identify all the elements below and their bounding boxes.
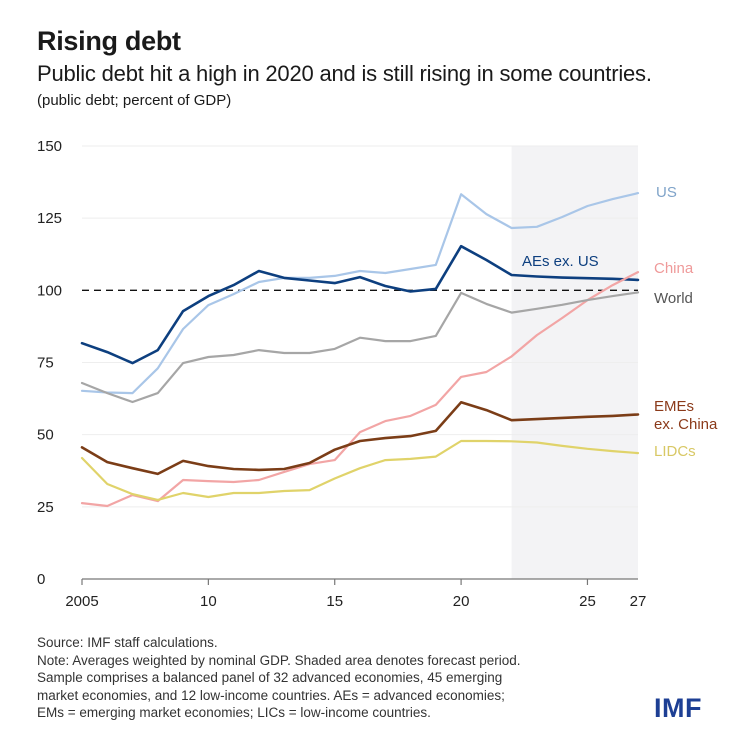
series-line-us: [80, 192, 640, 395]
y-tick-label: 75: [37, 355, 54, 372]
y-tick-label: 125: [37, 210, 62, 227]
x-tick-label: 2005: [65, 593, 98, 610]
chart-subtitle: Public debt hit a high in 2020 and is st…: [37, 61, 652, 86]
note-line: Sample comprises a balanced panel of 32 …: [37, 670, 503, 685]
chart-title: Rising debt: [37, 26, 181, 56]
series-line-china: [80, 271, 640, 508]
note-line: market economies, and 12 low-income coun…: [37, 687, 505, 703]
note-line: Note: Averages weighted by nominal GDP. …: [37, 652, 521, 668]
series-label-emes-ex-china: EMEs ex. China: [654, 398, 718, 433]
note-source: Source: IMF staff calculations.: [37, 635, 218, 650]
note-line: EMs = emerging market economies; LICs = …: [37, 705, 431, 720]
series-label-world: World: [654, 290, 693, 307]
series-line-emes-ex-china: [80, 400, 640, 476]
x-tick-label: 25: [579, 593, 596, 610]
series-line-world: [80, 291, 640, 404]
y-tick-label: 150: [37, 138, 62, 155]
series-line-aes-ex-us: [80, 244, 640, 365]
line-chart: 0 25 50 75 100 125 150 2005 10 15 20 25 27 US AEs ex.…: [37, 138, 718, 610]
chart-units: (public debt; percent of GDP): [37, 92, 232, 109]
series-label-part: ex. China: [654, 416, 718, 433]
imf-logo: IMF: [654, 693, 702, 723]
series-label-lidcs: LIDCs: [654, 443, 696, 460]
series-label-us: US: [656, 184, 677, 201]
y-tick-label: 25: [37, 499, 54, 516]
chart-notes: Source: IMF staff calculations. Note: Av…: [37, 634, 657, 722]
y-tick-label: 50: [37, 427, 54, 444]
x-tick-label: 10: [200, 593, 217, 610]
series-label-part: EMEs: [654, 398, 694, 415]
y-tick-label: 100: [37, 282, 62, 299]
series-label-china: China: [654, 260, 694, 277]
series-line-lidcs: [80, 439, 640, 501]
y-tick-label: 0: [37, 571, 45, 588]
series-label-aes-ex-us: AEs ex. US: [522, 253, 599, 270]
x-tick-label: 15: [326, 593, 343, 610]
x-tick-label: 27: [630, 593, 647, 610]
x-tick-label: 20: [453, 593, 470, 610]
